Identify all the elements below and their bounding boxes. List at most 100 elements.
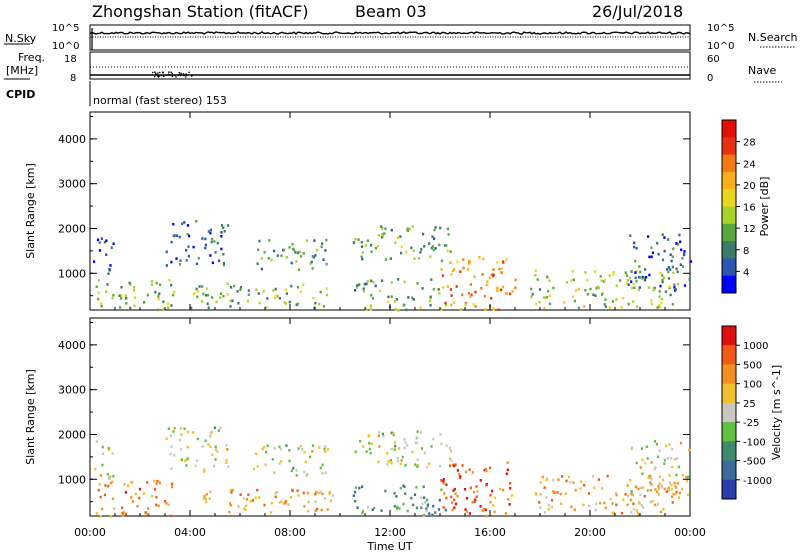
power-colorbar-label: 20	[743, 181, 756, 192]
nave-dip-point	[170, 71, 172, 73]
velocity-cell	[390, 462, 393, 465]
velocity-cell	[307, 509, 310, 513]
power-cell	[360, 245, 364, 248]
power-cell	[442, 286, 445, 289]
velocity-cell	[660, 485, 663, 489]
power-cell	[407, 296, 410, 299]
velocity-cell	[291, 489, 294, 493]
velocity-cell	[639, 493, 642, 497]
power-cell	[679, 263, 682, 266]
velocity-cell	[442, 478, 445, 481]
velocity-cell	[130, 481, 133, 484]
power-cell	[239, 286, 242, 289]
velocity-cell	[394, 441, 397, 444]
power-cell	[190, 306, 193, 310]
power-cell	[319, 290, 322, 294]
velocity-cell	[474, 498, 477, 501]
power-cell	[603, 278, 606, 282]
power-cell	[211, 261, 214, 265]
velocity-cell	[196, 459, 199, 462]
power-cell	[633, 241, 636, 245]
power-cell	[622, 297, 625, 300]
velocity-cell	[392, 433, 395, 437]
velocity-cell	[604, 506, 607, 510]
velocity-cell	[121, 514, 124, 517]
power-cell	[96, 238, 100, 242]
beam-title: Beam 03	[355, 2, 427, 21]
power-cell	[258, 239, 261, 243]
power-cell	[197, 257, 200, 260]
power-cell	[357, 238, 360, 241]
nave-dip-point	[177, 74, 180, 77]
velocity-cell	[442, 480, 445, 483]
power-cell	[186, 224, 189, 227]
velocity-cell	[485, 483, 488, 487]
velocity-cell	[421, 502, 424, 506]
power-cell	[229, 305, 232, 308]
velocity-cell	[311, 450, 314, 453]
velocity-cell	[230, 491, 233, 494]
velocity-cell	[668, 443, 671, 446]
velocity-cell	[640, 486, 643, 490]
power-cell	[604, 305, 607, 308]
nave-dip-point	[167, 73, 170, 75]
velocity-cell	[214, 445, 217, 449]
velocity-cell	[390, 431, 393, 435]
velocity-cell	[591, 474, 595, 478]
power-cell	[129, 283, 132, 286]
velocity-cell	[326, 448, 329, 451]
power-cell	[320, 245, 323, 249]
velocity-cell	[611, 511, 614, 515]
x-axis-label: Time UT	[366, 540, 412, 553]
power-cell	[636, 305, 639, 308]
power-cell	[632, 300, 635, 303]
velocity-cell	[685, 475, 688, 479]
power-ytick-label: 1000	[58, 267, 86, 280]
power-cell	[260, 257, 263, 260]
power-cell	[109, 264, 112, 267]
power-cell	[381, 279, 384, 282]
power-cell	[322, 258, 325, 261]
velocity-cell	[541, 475, 544, 479]
power-cell	[683, 252, 686, 256]
velocity-cell	[678, 491, 681, 495]
power-cell	[634, 276, 637, 280]
velocity-cell	[217, 429, 220, 432]
power-cell	[247, 289, 250, 292]
power-cell	[534, 274, 537, 277]
x-tick-label: 04:00	[174, 526, 206, 539]
power-cell	[362, 289, 365, 293]
velocity-cell	[658, 449, 661, 452]
velocity-cell	[629, 479, 632, 482]
power-cell	[321, 242, 324, 245]
velocity-cell	[365, 450, 368, 453]
power-cell	[352, 241, 356, 244]
nave-dip-point	[171, 72, 174, 75]
power-cell	[470, 293, 473, 297]
power-cell	[589, 287, 592, 291]
velocity-cell	[416, 458, 419, 462]
power-cell	[433, 237, 436, 240]
velocity-cell	[594, 508, 597, 512]
velocity-cell	[654, 466, 657, 469]
power-cell	[364, 244, 367, 247]
power-cell	[661, 258, 664, 262]
power-cell	[313, 239, 316, 242]
velocity-cell	[647, 476, 650, 480]
power-cell	[638, 286, 641, 289]
velocity-colorbar-title: Velocity [m s^-1]	[770, 365, 783, 460]
velocity-cell	[635, 509, 639, 512]
velocity-cell	[170, 467, 173, 470]
power-cell	[207, 230, 210, 233]
velocity-cell	[270, 511, 273, 514]
power-cell	[405, 308, 408, 312]
power-cell	[633, 286, 636, 290]
velocity-cell	[231, 488, 234, 492]
velocity-cell	[245, 504, 248, 508]
power-cell	[159, 283, 162, 287]
power-cell	[667, 277, 671, 280]
power-cell	[124, 294, 127, 297]
velocity-cell	[666, 457, 669, 460]
velocity-cell	[665, 444, 668, 448]
power-cell	[374, 246, 377, 250]
